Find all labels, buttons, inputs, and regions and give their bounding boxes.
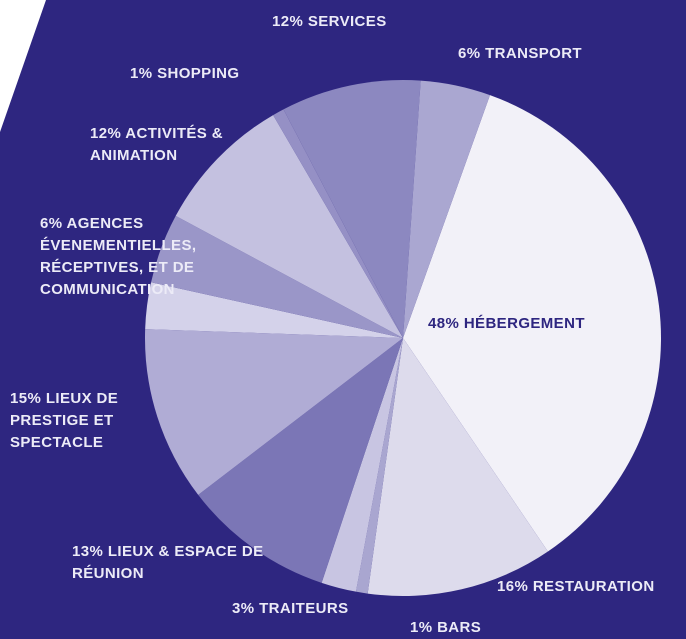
value-label: 13%	[72, 543, 104, 560]
value-label: 1%	[130, 65, 153, 82]
slice-label: 3% TRAITEURS	[232, 598, 382, 620]
value-label: 12%	[90, 125, 122, 142]
pie-slice	[355, 338, 403, 594]
slice-label: 6% AGENCES ÉVENEMENTIELLES, RÉCEPTIVES, …	[40, 213, 245, 301]
category-label: TRAITEURS	[259, 600, 349, 617]
category-label: HÉBERGEMENT	[463, 315, 585, 332]
pie-slice	[403, 80, 490, 338]
pie-slice	[145, 282, 403, 338]
slice-label: 12% SERVICES	[272, 11, 442, 33]
category-label: ACTIVITÉS & ANIMATION	[90, 125, 223, 164]
slice-label: 6% TRANSPORT	[458, 43, 628, 65]
slice-label: 48% HÉBERGEMENT	[428, 313, 686, 335]
pie-slice	[367, 338, 548, 596]
value-label: 3%	[232, 600, 255, 617]
pie-slice	[145, 329, 403, 495]
pie-slice	[151, 215, 403, 338]
category-label: SHOPPING	[157, 65, 240, 82]
slice-label: 15% LIEUX DE PRESTIGE ET SPECTACLE	[10, 388, 145, 454]
category-label: TRANSPORT	[485, 45, 582, 62]
pie-slice	[283, 79, 421, 338]
category-label: LIEUX DE PRESTIGE ET SPECTACLE	[10, 390, 119, 451]
slice-label: 1% SHOPPING	[130, 63, 300, 85]
value-label: 1%	[410, 619, 433, 636]
slice-label: 12% ACTIVITÉS & ANIMATION	[90, 123, 235, 167]
pie-slice	[198, 338, 403, 583]
slice-label: 16% RESTAURATION	[497, 576, 686, 598]
value-label: 6%	[40, 215, 63, 232]
value-label: 12%	[272, 13, 304, 30]
pie-slice	[273, 109, 403, 338]
value-label: 15%	[10, 390, 42, 407]
category-label: RESTAURATION	[532, 578, 655, 595]
slice-label: 1% BARS	[410, 617, 510, 639]
pie-slice	[403, 95, 661, 552]
pie-slice	[175, 115, 403, 338]
category-label: BARS	[437, 619, 482, 636]
category-label: LIEUX & ESPACE DE RÉUNION	[72, 543, 264, 582]
value-label: 16%	[497, 578, 529, 595]
category-label: SERVICES	[307, 13, 387, 30]
value-label: 6%	[458, 45, 481, 62]
category-label: AGENCES ÉVENEMENTIELLES, RÉCEPTIVES, ET …	[40, 215, 197, 298]
value-label: 48%	[428, 315, 460, 332]
slice-label: 13% LIEUX & ESPACE DE RÉUNION	[72, 541, 287, 585]
pie-slice	[321, 338, 403, 592]
corner-shape	[0, 0, 46, 132]
